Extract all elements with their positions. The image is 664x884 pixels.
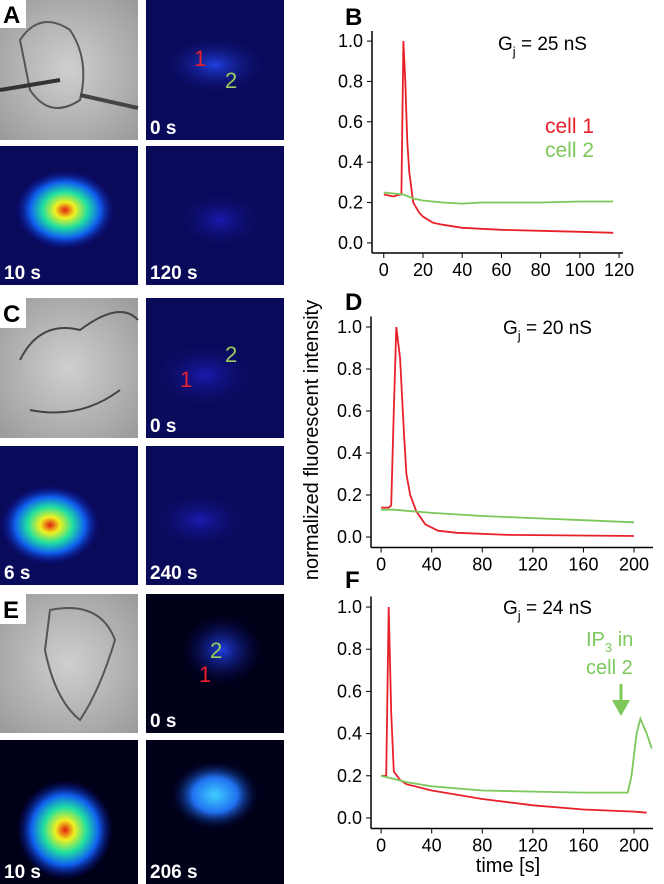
x-tick-label: 160 — [568, 555, 598, 575]
time-label: 6 s — [4, 563, 30, 584]
x-tick-label: 80 — [531, 260, 551, 280]
panel-label: E — [3, 597, 19, 624]
note: IP3 in — [586, 629, 633, 655]
time-label: 206 s — [150, 862, 198, 883]
pipette — [0, 78, 61, 92]
x-tick-label: 100 — [565, 260, 595, 280]
x-tick-label: 80 — [472, 555, 492, 575]
data-line — [380, 716, 653, 794]
cell-outline — [18, 21, 85, 109]
x-tick-label: 120 — [518, 836, 548, 856]
cell-glow — [160, 35, 270, 95]
data-line — [381, 326, 635, 537]
y-tick-label: 0.0 — [337, 808, 362, 828]
cell-label: 1 — [199, 662, 211, 687]
panel-label: C — [3, 301, 20, 328]
time-label: 0 s — [150, 416, 176, 437]
y-tick-label: 0.0 — [338, 233, 363, 253]
cell-label: 1 — [194, 46, 206, 71]
y-tick-label: 0.2 — [338, 193, 363, 213]
y-tick-label: 0.8 — [338, 71, 363, 91]
y-tick-label: 0.2 — [337, 485, 362, 505]
y-tick-label: 0.6 — [338, 112, 363, 132]
y-tick-label: 0.8 — [337, 639, 362, 659]
x-tick-label: 0 — [376, 836, 386, 856]
cell-label: 1 — [180, 367, 192, 392]
image-panels: A 0 s 10 s 120 s 1 2 C 0 s 6 s 240 s 1 2… — [0, 0, 284, 884]
cell-glow — [150, 340, 260, 410]
data-line — [383, 191, 614, 205]
cell-glow — [175, 190, 265, 250]
cell-glow — [17, 780, 113, 880]
cell-glow — [182, 615, 262, 685]
x-tick-label: 40 — [452, 260, 472, 280]
time-label: 10 s — [4, 263, 41, 284]
arrow-head — [612, 700, 630, 716]
x-tick-label: 0 — [376, 555, 386, 575]
data-line — [381, 508, 635, 524]
x-tick-label: 200 — [619, 836, 649, 856]
y-tick-label: 0.4 — [338, 152, 363, 172]
cell-glow — [170, 760, 260, 830]
x-tick-label: 120 — [604, 260, 634, 280]
x-tick-label: 40 — [422, 555, 442, 575]
label-box — [0, 0, 26, 28]
legend-entry: cell 2 — [545, 139, 594, 162]
panel-label: F — [345, 567, 360, 594]
y-tick-label: 0.0 — [337, 527, 362, 547]
y-tick-label: 0.6 — [337, 681, 362, 701]
cell-outline — [19, 311, 139, 414]
cell-glow — [150, 490, 250, 550]
panel-label: D — [345, 289, 362, 316]
data-line — [381, 606, 647, 814]
time-label: 0 s — [150, 118, 176, 139]
x-tick-label: 80 — [472, 836, 492, 856]
x-tick-label: 200 — [619, 555, 649, 575]
time-label: 0 s — [150, 711, 176, 732]
pipette — [79, 93, 139, 110]
cell-outline — [43, 607, 117, 722]
label-box — [0, 298, 26, 328]
cell-label: 2 — [210, 638, 222, 663]
x-tick-label: 60 — [491, 260, 511, 280]
cell-label: 2 — [225, 68, 237, 93]
time-label: 120 s — [150, 263, 198, 284]
annotation: Gj = 25 nS — [498, 34, 587, 59]
y-tick-label: 0.2 — [337, 766, 362, 786]
y-axis-label: normalized fluorescent intensity — [301, 300, 323, 580]
cell-glow — [15, 170, 115, 250]
label-box — [0, 594, 26, 624]
y-tick-label: 0.4 — [337, 443, 362, 463]
panel-label: B — [345, 4, 362, 31]
x-tick-label: 160 — [568, 836, 598, 856]
y-tick-label: 0.6 — [337, 401, 362, 421]
y-tick-label: 1.0 — [337, 597, 362, 617]
x-tick-label: 40 — [422, 836, 442, 856]
x-tick-label: 120 — [518, 555, 548, 575]
x-axis-label: time [s] — [476, 855, 540, 877]
legend-entry: cell 1 — [545, 115, 594, 138]
annotation: Gj = 20 nS — [503, 318, 592, 343]
time-label: 10 s — [4, 862, 41, 883]
x-tick-label: 20 — [413, 260, 433, 280]
panel-label: A — [3, 2, 20, 29]
y-tick-label: 0.4 — [337, 724, 362, 744]
y-tick-label: 1.0 — [337, 317, 362, 337]
y-tick-label: 0.8 — [337, 359, 362, 379]
y-tick-label: 1.0 — [338, 31, 363, 51]
cell-label: 2 — [225, 342, 237, 367]
x-tick-label: 0 — [379, 260, 389, 280]
time-label: 240 s — [150, 563, 198, 584]
note: cell 2 — [586, 657, 633, 679]
annotation: Gj = 24 nS — [503, 598, 592, 623]
cell-glow — [0, 485, 100, 565]
